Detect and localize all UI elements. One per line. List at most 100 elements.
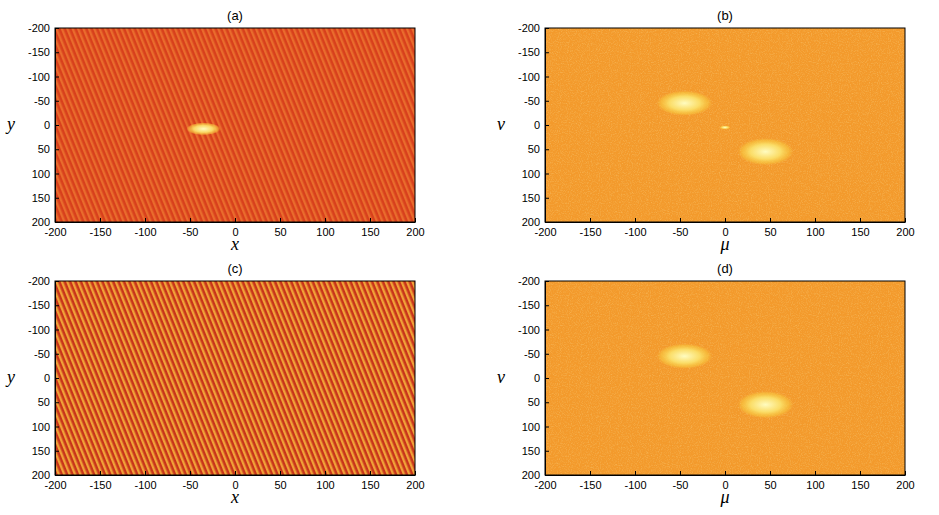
tick-label: 50 bbox=[38, 143, 50, 155]
x-axis-title: μ bbox=[719, 487, 729, 507]
tick: 150 bbox=[851, 218, 869, 238]
tick: -150 bbox=[28, 46, 59, 58]
tick: 50 bbox=[764, 471, 776, 491]
tick-mark bbox=[545, 28, 549, 29]
tick-label: -200 bbox=[518, 22, 540, 34]
tick-label: -150 bbox=[89, 479, 111, 491]
fringes bbox=[55, 28, 415, 222]
spot bbox=[186, 123, 220, 136]
tick-mark bbox=[370, 218, 371, 222]
tick: 100 bbox=[806, 471, 824, 491]
tick: 50 bbox=[528, 396, 549, 408]
tick: 50 bbox=[528, 143, 549, 155]
tick-mark bbox=[55, 222, 59, 223]
tick-label: -50 bbox=[34, 348, 50, 360]
tick-label: 150 bbox=[851, 479, 869, 491]
tick-mark bbox=[415, 471, 416, 475]
tick: 50 bbox=[274, 471, 286, 491]
tick-mark bbox=[680, 471, 681, 475]
tick-mark bbox=[280, 471, 281, 475]
tick-mark bbox=[545, 77, 549, 78]
tick: 100 bbox=[522, 421, 549, 433]
tick: -100 bbox=[134, 471, 156, 491]
tick: -100 bbox=[28, 324, 59, 336]
tick: 100 bbox=[32, 168, 59, 180]
tick: -150 bbox=[579, 471, 601, 491]
y-axis: -200-150-100-50050100150200 bbox=[28, 275, 59, 481]
plot-area bbox=[545, 281, 905, 475]
tick-mark bbox=[235, 471, 236, 475]
tick-mark bbox=[55, 198, 59, 199]
tick-label: 50 bbox=[38, 396, 50, 408]
tick-mark bbox=[370, 471, 371, 475]
tick: -200 bbox=[518, 275, 549, 287]
tick-label: -200 bbox=[28, 22, 50, 34]
y-axis: -200-150-100-50050100150200 bbox=[518, 22, 549, 228]
panel: -200-150-100-50050100150200-200-150-100-… bbox=[5, 8, 425, 254]
tick-label: 0 bbox=[534, 119, 540, 131]
fringes bbox=[55, 281, 415, 475]
tick-label: 100 bbox=[316, 226, 334, 238]
tick-label: -100 bbox=[624, 226, 646, 238]
plot-area bbox=[545, 28, 905, 222]
tick-mark bbox=[55, 281, 59, 282]
tick-label: 0 bbox=[44, 372, 50, 384]
tick: 100 bbox=[522, 168, 549, 180]
tick-label: -100 bbox=[134, 479, 156, 491]
tick-mark bbox=[145, 471, 146, 475]
spot bbox=[738, 391, 794, 418]
tick-mark bbox=[55, 305, 59, 306]
tick-mark bbox=[55, 451, 59, 452]
tick: 100 bbox=[316, 471, 334, 491]
tick-label: -50 bbox=[673, 226, 689, 238]
panel-title: (c) bbox=[227, 261, 242, 276]
tick: 50 bbox=[274, 218, 286, 238]
tick: 200 bbox=[522, 469, 549, 481]
tick: -150 bbox=[518, 299, 549, 311]
tick-label: 150 bbox=[32, 445, 50, 457]
tick-mark bbox=[545, 222, 549, 223]
background bbox=[545, 281, 905, 475]
tick-label: 50 bbox=[764, 479, 776, 491]
plot-area bbox=[55, 28, 415, 222]
tick-mark bbox=[725, 218, 726, 222]
tick-mark bbox=[55, 475, 59, 476]
tick: 100 bbox=[32, 421, 59, 433]
tick-label: 100 bbox=[32, 168, 50, 180]
tick: 150 bbox=[522, 445, 549, 457]
tick-label: 0 bbox=[534, 372, 540, 384]
tick-label: 200 bbox=[522, 216, 540, 228]
spot bbox=[720, 125, 731, 129]
tick: -50 bbox=[34, 348, 59, 360]
panel-title: (b) bbox=[717, 8, 733, 23]
tick: -150 bbox=[28, 299, 59, 311]
tick-mark bbox=[235, 218, 236, 222]
tick-label: -50 bbox=[524, 95, 540, 107]
tick: 0 bbox=[534, 119, 549, 131]
tick: 200 bbox=[896, 471, 914, 491]
tick-mark bbox=[55, 77, 59, 78]
spot bbox=[738, 138, 794, 165]
tick: -150 bbox=[518, 46, 549, 58]
tick-label: 200 bbox=[896, 479, 914, 491]
tick-label: 150 bbox=[32, 192, 50, 204]
tick-mark bbox=[545, 378, 549, 379]
tick: 150 bbox=[851, 471, 869, 491]
tick-label: 200 bbox=[406, 479, 424, 491]
tick: -200 bbox=[28, 22, 59, 34]
tick-label: 150 bbox=[522, 445, 540, 457]
y-axis-title: ν bbox=[497, 114, 505, 134]
y-axis-title: y bbox=[5, 114, 15, 134]
tick-mark bbox=[545, 52, 549, 53]
tick-mark bbox=[190, 218, 191, 222]
tick-label: 100 bbox=[32, 421, 50, 433]
tick-mark bbox=[55, 101, 59, 102]
tick-mark bbox=[635, 471, 636, 475]
tick: 0 bbox=[44, 119, 59, 131]
tick-label: 200 bbox=[32, 216, 50, 228]
tick-mark bbox=[905, 471, 906, 475]
axis-line bbox=[546, 475, 906, 476]
tick-label: -150 bbox=[28, 299, 50, 311]
tick-label: -50 bbox=[183, 226, 199, 238]
tick: 100 bbox=[316, 218, 334, 238]
